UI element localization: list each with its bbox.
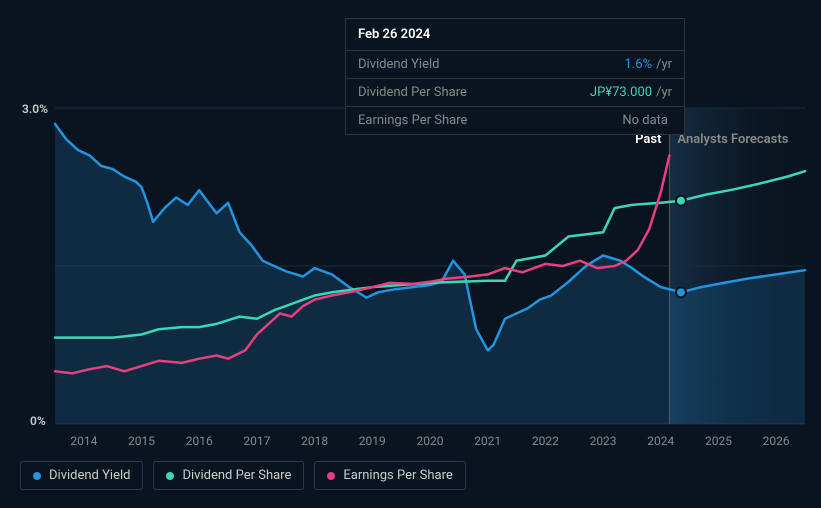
- x-axis-tick: 2025: [705, 434, 732, 448]
- legend-label: Earnings Per Share: [343, 468, 452, 483]
- x-axis-tick: 2014: [70, 434, 97, 448]
- y-axis-min-label: 0%: [30, 414, 46, 428]
- tooltip-row-unit: /yr: [656, 85, 672, 100]
- x-axis-tick: 2023: [590, 434, 617, 448]
- tooltip-row-value: JP¥73.000: [590, 85, 652, 100]
- tooltip-row-value: No data: [622, 113, 668, 128]
- x-axis-tick: 2024: [647, 434, 674, 448]
- legend: Dividend Yield Dividend Per Share Earnings…: [20, 461, 466, 490]
- legend-dot: [166, 472, 174, 480]
- legend-item[interactable]: Earnings Per Share: [314, 461, 465, 490]
- legend-label: Dividend Yield: [49, 468, 130, 483]
- legend-label: Dividend Per Share: [182, 468, 291, 483]
- x-axis-tick: 2016: [186, 434, 213, 448]
- legend-item[interactable]: Dividend Yield: [20, 461, 143, 490]
- tooltip-row-unit: /yr: [656, 57, 672, 72]
- chart-tooltip: Feb 26 2024 Dividend Yield1.6%/yrDividen…: [345, 18, 685, 135]
- tooltip-date: Feb 26 2024: [346, 19, 684, 51]
- tooltip-row: Dividend Yield1.6%/yr: [346, 51, 684, 79]
- legend-item[interactable]: Dividend Per Share: [153, 461, 304, 490]
- x-axis-tick: 2015: [128, 434, 155, 448]
- zone-label-forecast: Analysts Forecasts: [677, 132, 788, 147]
- tooltip-row: Earnings Per ShareNo data: [346, 107, 684, 134]
- tooltip-row-value: 1.6%: [625, 57, 653, 72]
- y-axis-max-label: 3.0%: [22, 102, 48, 116]
- x-axis-tick: 2019: [359, 434, 386, 448]
- tooltip-row-label: Dividend Yield: [358, 57, 625, 72]
- tooltip-row-label: Dividend Per Share: [358, 85, 590, 100]
- x-axis-tick: 2021: [474, 434, 501, 448]
- x-axis-tick: 2017: [243, 434, 270, 448]
- x-axis-tick: 2020: [417, 434, 444, 448]
- x-axis-tick: 2018: [301, 434, 328, 448]
- legend-dot: [327, 472, 335, 480]
- tooltip-row-label: Earnings Per Share: [358, 113, 622, 128]
- tooltip-row: Dividend Per ShareJP¥73.000/yr: [346, 79, 684, 107]
- x-axis-tick: 2026: [763, 434, 790, 448]
- legend-dot: [33, 472, 41, 480]
- x-axis-tick: 2022: [532, 434, 559, 448]
